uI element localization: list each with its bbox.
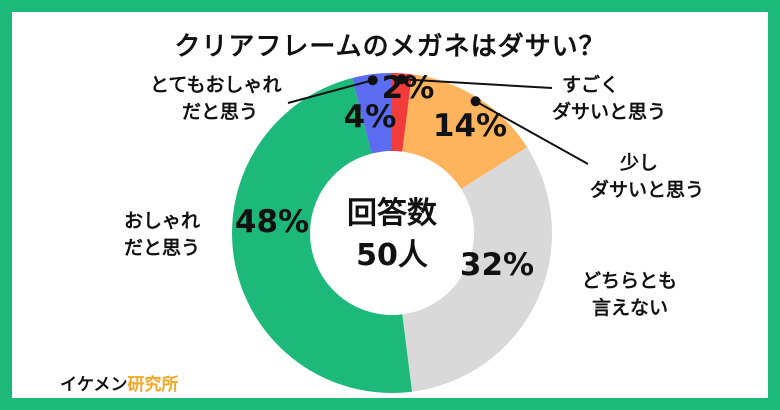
- leader-line-0-dot: [396, 74, 407, 85]
- slice-label-0: すごく ダサいと思う: [552, 74, 667, 123]
- leader-line-0: [401, 78, 553, 89]
- leader-line-1-dot: [470, 96, 481, 107]
- value-label-3: 48%: [235, 204, 309, 240]
- slice-0: [392, 73, 413, 152]
- slice-4: [352, 73, 392, 154]
- slice-label-3: おしゃれ だと思う: [124, 210, 201, 259]
- brand-logo: イケメン研究所: [60, 375, 179, 395]
- slice-label-4: とてもおしゃれ だと思う: [150, 74, 282, 123]
- value-label-1: 14%: [433, 108, 507, 144]
- slice-1: [402, 74, 528, 190]
- center-label-count: 50人: [356, 238, 428, 273]
- value-label-2: 32%: [460, 247, 534, 283]
- leader-line-4: [287, 79, 373, 104]
- chart-title: クリアフレームのメガネはダサい？: [174, 32, 606, 62]
- slice-label-2: どちらとも 言えない: [582, 270, 678, 319]
- leader-line-1: [475, 100, 589, 165]
- center-label-respondents: 回答数: [347, 196, 438, 231]
- slice-2: [402, 147, 552, 392]
- slice-label-1: 少し ダサいと思う: [590, 152, 705, 201]
- value-label-0: 2%: [382, 70, 435, 106]
- leader-line-4-dot: [367, 75, 378, 86]
- value-label-4: 4%: [344, 99, 397, 135]
- slice-3: [232, 78, 413, 393]
